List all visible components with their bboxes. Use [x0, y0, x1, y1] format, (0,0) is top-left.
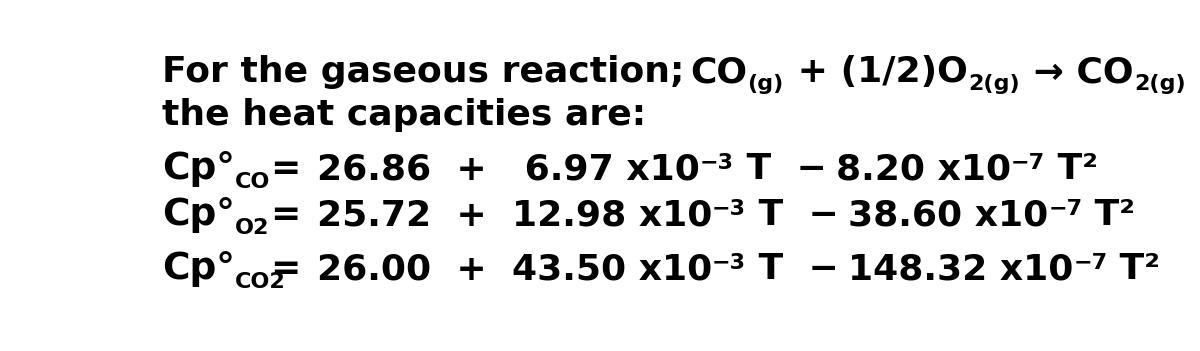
Text: CO2: CO2: [234, 272, 286, 292]
Text: + (1/2)O: + (1/2)O: [785, 55, 968, 89]
Text: =: =: [270, 152, 300, 186]
Text: −3: −3: [712, 199, 746, 219]
Text: T²: T²: [1082, 198, 1135, 232]
Text: 25.72  +  12.98 x10: 25.72 + 12.98 x10: [317, 198, 712, 232]
Text: 2(g): 2(g): [968, 74, 1020, 94]
Text: 26.86  +   6.97 x10: 26.86 + 6.97 x10: [317, 152, 700, 186]
Text: T  −: T −: [746, 198, 839, 232]
Text: =: =: [270, 198, 300, 232]
Text: Cp°: Cp°: [162, 251, 234, 287]
Text: → CO: → CO: [1021, 55, 1134, 89]
Text: 148.32 x10: 148.32 x10: [848, 252, 1073, 286]
Text: −7: −7: [1049, 199, 1082, 219]
Text: T²: T²: [1045, 152, 1098, 186]
Text: the heat capacities are:: the heat capacities are:: [162, 98, 646, 132]
Text: 8.20 x10: 8.20 x10: [835, 152, 1010, 186]
Text: For the gaseous reaction;: For the gaseous reaction;: [162, 55, 684, 89]
Text: T  −: T −: [746, 252, 839, 286]
Text: 38.60 x10: 38.60 x10: [848, 198, 1049, 232]
Text: Cp°: Cp°: [162, 197, 234, 233]
Text: −3: −3: [700, 153, 733, 173]
Text: 2(g): 2(g): [1134, 74, 1186, 94]
Text: =: =: [270, 252, 300, 286]
Text: Cp°: Cp°: [162, 151, 234, 187]
Text: CO: CO: [690, 55, 748, 89]
Text: −7: −7: [1073, 253, 1108, 273]
Text: −3: −3: [712, 253, 746, 273]
Text: (g): (g): [748, 74, 784, 94]
Text: 26.00  +  43.50 x10: 26.00 + 43.50 x10: [317, 252, 712, 286]
Text: O2: O2: [234, 218, 269, 238]
Text: −7: −7: [1010, 153, 1045, 173]
Text: T  −: T −: [733, 152, 827, 186]
Text: T²: T²: [1108, 252, 1160, 286]
Text: CO: CO: [234, 172, 270, 192]
